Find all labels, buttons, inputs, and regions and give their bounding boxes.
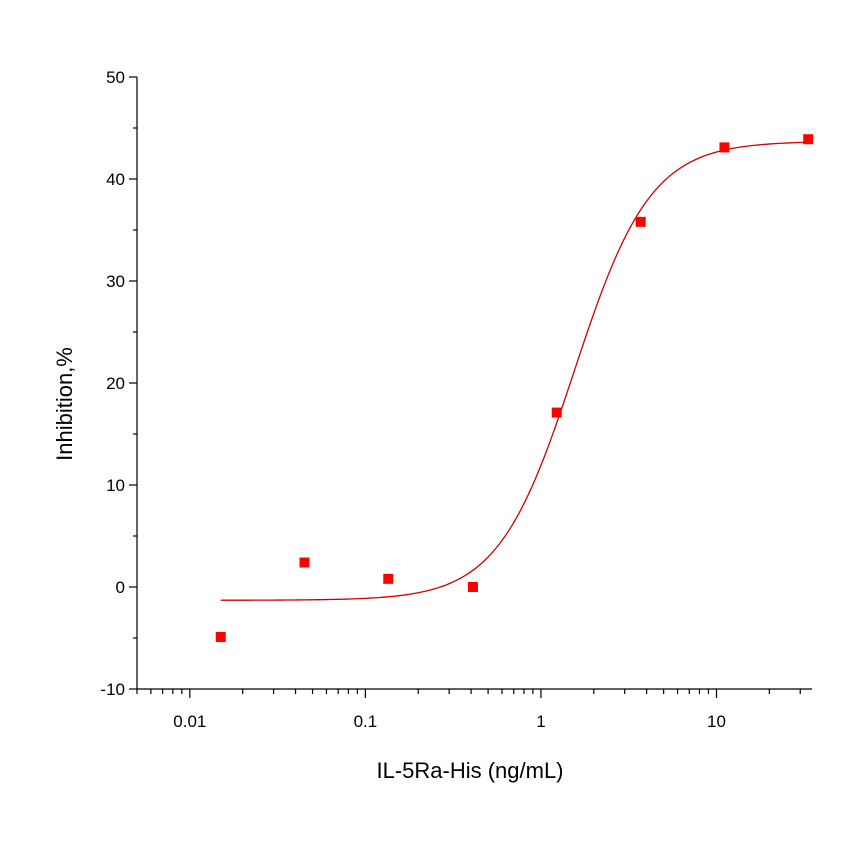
data-point	[551, 407, 562, 418]
y-tick-label: 0	[116, 578, 125, 597]
y-tick-label: 30	[106, 272, 125, 291]
data-point	[215, 631, 226, 642]
data-point	[467, 582, 478, 592]
x-axis-title: IL-5Ra-His (ng/mL)	[376, 758, 563, 783]
x-tick-label: 0.1	[354, 712, 378, 731]
y-tick-label: -10	[100, 680, 125, 699]
x-tick-label: 0.01	[173, 712, 206, 731]
data-point	[635, 216, 646, 227]
axes: -10 0 10 20 30 40 50 0.01 0.1 1 10	[100, 68, 812, 731]
data-point	[719, 142, 730, 153]
data-point	[299, 557, 310, 568]
x-tick-label: 10	[707, 712, 726, 731]
y-tick-label: 40	[106, 170, 125, 189]
data-points	[215, 134, 814, 642]
data-point	[383, 573, 394, 584]
y-tick-label: 50	[106, 68, 125, 87]
data-point	[803, 134, 814, 145]
y-tick-label: 10	[106, 476, 125, 495]
y-tick-label: 20	[106, 374, 125, 393]
y-axis-title: Inhibition,%	[52, 347, 77, 461]
fit-curve	[220, 141, 809, 601]
x-tick-label: 1	[536, 712, 545, 731]
